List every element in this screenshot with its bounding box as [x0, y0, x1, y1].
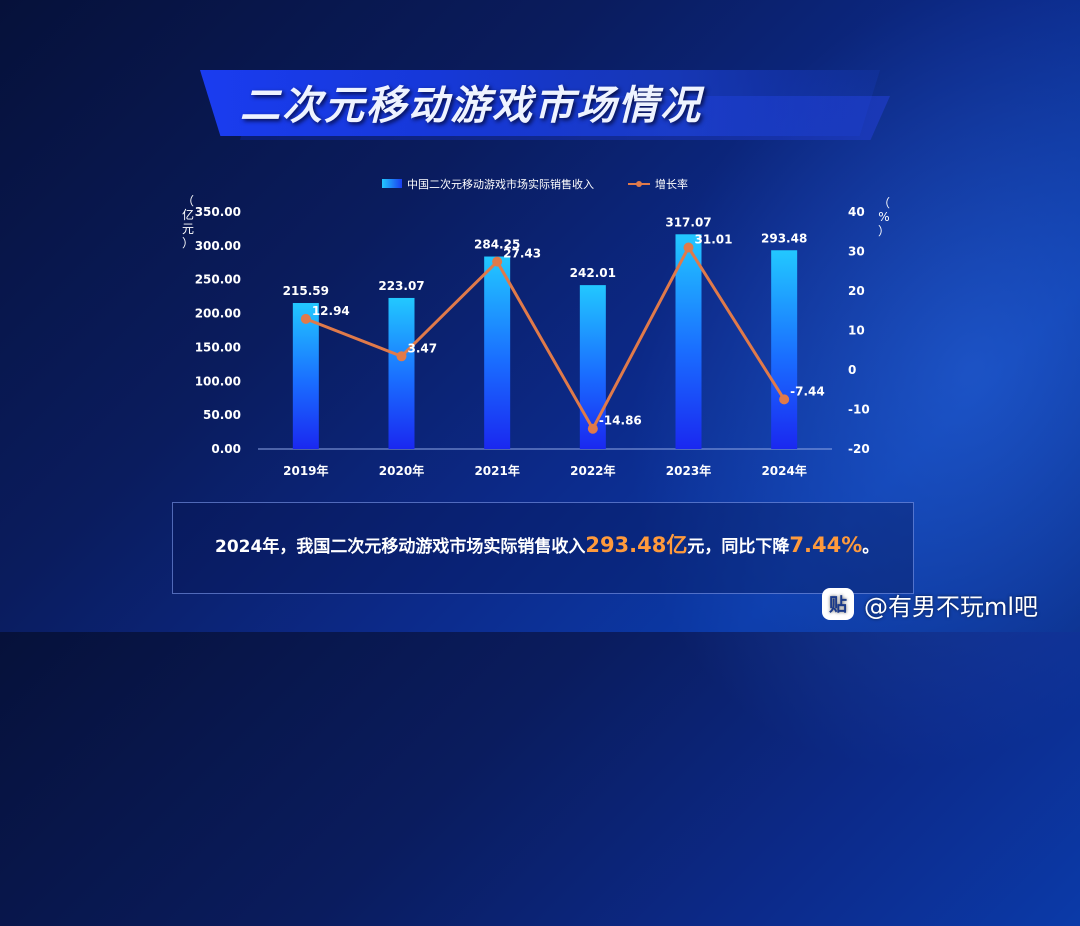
- y-left-tick-label: 350.00: [195, 205, 241, 219]
- bar-value-label: 284.25: [474, 238, 520, 252]
- y-right-axis-title-char: %: [878, 210, 889, 224]
- x-tick-label: 2020年: [379, 463, 424, 478]
- y-left-tick-label: 300.00: [195, 239, 241, 253]
- summary-middle: 元，同比下降: [687, 537, 790, 557]
- y-right-tick-label: 10: [848, 324, 865, 338]
- bar-6: [771, 250, 798, 449]
- y-right-axis-title-char: ）: [878, 224, 890, 238]
- y-left-tick-label: 0.00: [211, 442, 241, 456]
- page-title: 二次元移动游戏市场情况: [240, 83, 702, 129]
- summary-decline: 7.44%: [789, 533, 863, 557]
- x-tick-label: 2023年: [666, 463, 711, 478]
- bar-2: [388, 297, 415, 449]
- bar-5: [675, 234, 702, 449]
- x-tick-label: 2022年: [570, 463, 615, 478]
- y-left-tick-label: 200.00: [195, 307, 241, 321]
- growth-value-label: 3.47: [408, 341, 438, 355]
- bar-3: [484, 256, 511, 449]
- tieba-icon: 贴: [822, 588, 854, 620]
- y-right-tick-label: -10: [848, 403, 870, 417]
- growth-value-label: 27.43: [503, 247, 541, 261]
- legend-line-marker: [636, 181, 642, 187]
- watermark-text: @有男不玩ml吧: [864, 592, 1039, 621]
- combo-chart: 中国二次元移动游戏市场实际销售收入 增长率 2019年 2020年 2021年 2022…: [182, 177, 890, 478]
- y-right-axis-title-char: （: [878, 196, 890, 210]
- y-right-tick-label: 0: [848, 363, 856, 377]
- y-left-axis-title-char: （: [182, 194, 194, 208]
- bar-1: [292, 303, 319, 449]
- growth-value-label: 31.01: [695, 233, 733, 247]
- x-tick-label: 2019年: [283, 463, 328, 478]
- y-left-tick-label: 50.00: [203, 408, 241, 422]
- bar-value-label: 215.59: [283, 284, 329, 298]
- y-left-tick-label: 150.00: [195, 340, 241, 354]
- summary-revenue: 293.48亿: [585, 533, 688, 557]
- growth-point-2: [396, 351, 407, 362]
- summary-text: 2024年，我国二次元移动游戏市场实际销售收入293.48亿元，同比下降7.44…: [215, 530, 879, 562]
- growth-value-label: 12.94: [312, 304, 350, 318]
- y-left-tick-label: 100.00: [195, 374, 241, 388]
- y-left-axis-title-char: 亿: [182, 207, 194, 222]
- growth-point-1: [300, 313, 311, 324]
- growth-rate-line: [305, 244, 786, 432]
- bar-value-label: 317.07: [665, 215, 711, 229]
- summary-prefix: 2024年，我国二次元移动游戏市场实际销售收入: [215, 537, 586, 557]
- y-right-tick-label: 40: [848, 205, 865, 219]
- y-left-axis-title-char: ）: [182, 236, 194, 250]
- bar-value-label: 223.07: [378, 279, 424, 293]
- y-right-tick-label: 20: [848, 284, 865, 298]
- bar-value-label: 242.01: [570, 266, 616, 280]
- summary-suffix: 。: [862, 537, 880, 557]
- x-tick-label: 2021年: [474, 463, 519, 478]
- bar-value-label: 293.48: [761, 231, 807, 245]
- bar-4: [579, 285, 606, 449]
- y-right-tick-label: -20: [848, 442, 870, 456]
- y-left-tick-label: 250.00: [195, 273, 241, 287]
- growth-point-3: [492, 256, 503, 267]
- summary-box: [172, 502, 914, 594]
- growth-value-label: -14.86: [599, 414, 642, 428]
- title-banner: [200, 70, 880, 136]
- y-right-tick-label: 30: [848, 245, 865, 259]
- growth-point-6: [779, 394, 790, 405]
- growth-point-4: [587, 423, 598, 434]
- legend-bar-swatch: [382, 179, 402, 188]
- watermark: 贴 @有男不玩ml吧: [822, 586, 1038, 622]
- legend-line-label: 增长率: [655, 177, 688, 191]
- legend-bar-label: 中国二次元移动游戏市场实际销售收入: [407, 177, 594, 191]
- growth-value-label: -7.44: [790, 384, 825, 398]
- y-left-axis-title-char: 元: [182, 222, 194, 236]
- x-tick-label: 2024年: [761, 463, 806, 478]
- growth-point-5: [683, 242, 694, 253]
